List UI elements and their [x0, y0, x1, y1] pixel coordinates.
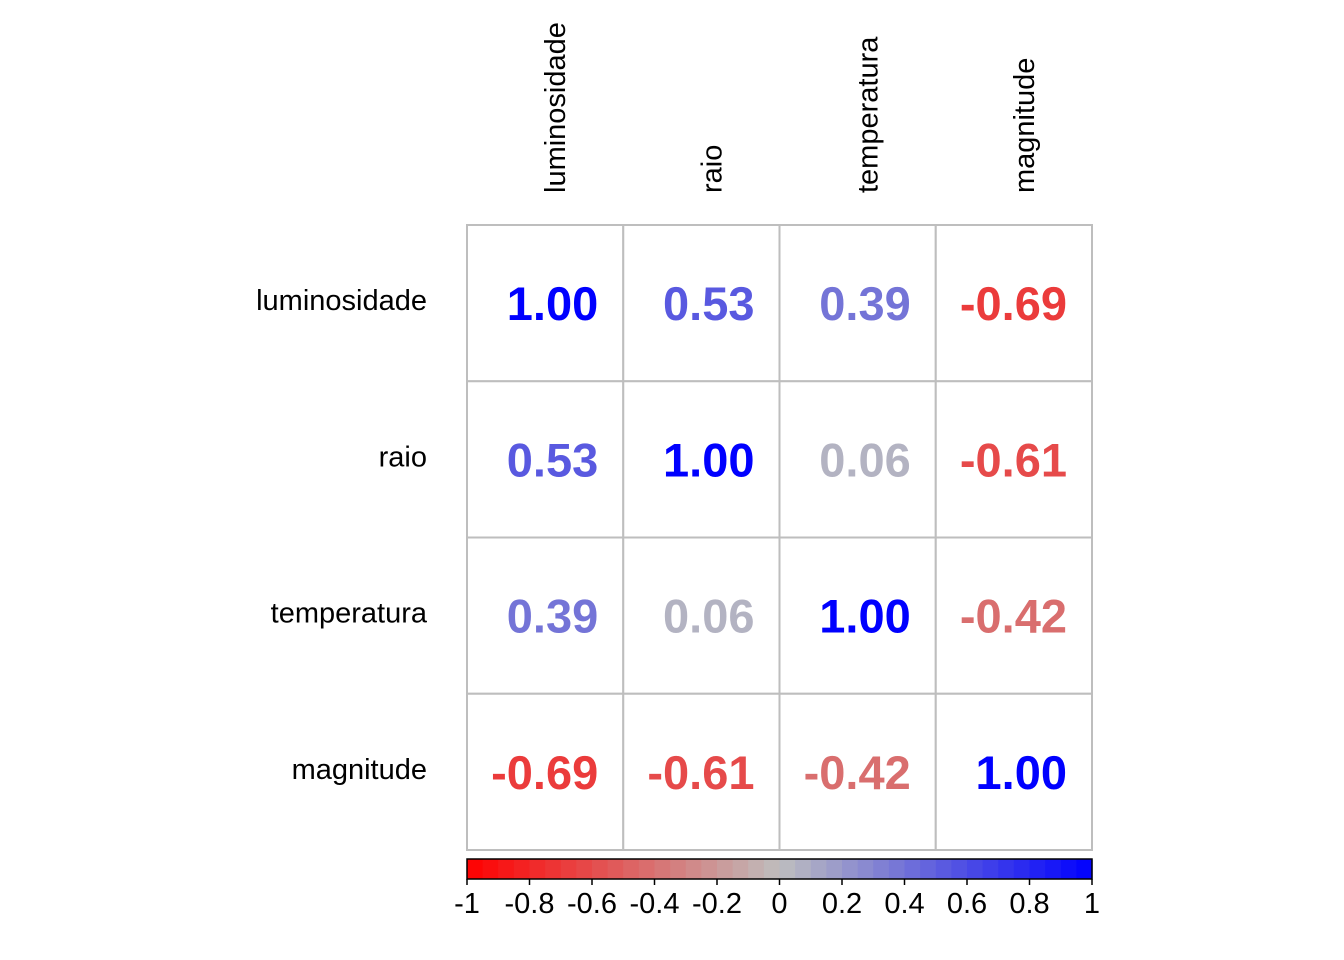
- colorbar-tick-label: -0.6: [567, 888, 617, 920]
- colorbar-tick-label: -1: [454, 888, 480, 920]
- grid-cell: [934, 224, 1093, 383]
- grid-cell: [622, 380, 781, 539]
- column-labels: luminosidade raio temperatura magnitude: [540, 22, 1041, 193]
- colorbar-tick-labels: -1 -0.8 -0.6 -0.4 -0.2 0 0.2 0.4 0.6 0.8 1: [454, 879, 1100, 920]
- cell-value: 1.00: [819, 590, 910, 643]
- colorbar-tick-label: 0.8: [1009, 888, 1049, 920]
- colorbar-segment: [795, 859, 812, 879]
- row-label: luminosidade: [256, 285, 427, 317]
- correlation-grid: [466, 224, 1093, 851]
- colorbar-segment: [529, 859, 546, 879]
- colorbar-segment: [498, 859, 515, 879]
- colorbar-segment: [857, 859, 874, 879]
- colorbar-segment: [888, 859, 906, 879]
- grid-cell: [466, 692, 625, 851]
- colorbar-segment: [654, 859, 671, 879]
- grid-cell: [622, 536, 781, 695]
- colorbar-tick-label: 0: [771, 888, 787, 920]
- colorbar-segment: [763, 859, 781, 879]
- grid-cell: [934, 692, 1093, 851]
- grid-cell: [622, 224, 781, 383]
- row-label: temperatura: [271, 598, 428, 630]
- grid-cell: [778, 692, 937, 851]
- colorbar-segment: [998, 859, 1015, 879]
- cell-value: -0.42: [804, 746, 911, 799]
- colorbar-segment: [967, 859, 984, 879]
- column-label: magnitude: [1009, 58, 1041, 193]
- colorbar-segment: [607, 859, 624, 879]
- colorbar-segment: [826, 859, 843, 879]
- grid-cell: [466, 536, 625, 695]
- colorbar-segment: [576, 859, 593, 879]
- colorbar-tick-label: 0.4: [884, 888, 924, 920]
- grid-cell: [934, 380, 1093, 539]
- colorbar-segment: [1060, 859, 1077, 879]
- colorbar-segment: [920, 859, 937, 879]
- colorbar-segment: [467, 859, 484, 879]
- row-labels: luminosidade raio temperatura magnitude: [256, 285, 428, 786]
- cell-value: -0.42: [960, 590, 1067, 643]
- column-label: raio: [696, 145, 728, 193]
- colorbar-segment: [513, 859, 531, 879]
- cell-value: 0.53: [507, 433, 598, 486]
- grid-cell: [934, 536, 1093, 695]
- colorbar-segment: [842, 859, 859, 879]
- cell-value: 0.39: [507, 590, 598, 643]
- colorbar-segment: [638, 859, 656, 879]
- cell-value: 0.06: [819, 433, 910, 486]
- colorbar-tick-label: 0.6: [947, 888, 987, 920]
- colorbar-segment: [1029, 859, 1046, 879]
- colorbar-segment: [592, 859, 609, 879]
- grid-cell: [622, 692, 781, 851]
- cell-value: 1.00: [507, 277, 598, 330]
- colorbar-segment: [685, 859, 702, 879]
- colorbar-segment: [560, 859, 577, 879]
- colorbar-segment: [873, 859, 890, 879]
- colorbar-tick-label: -0.8: [505, 888, 555, 920]
- colorbar-tick-label: -0.2: [692, 888, 742, 920]
- colorbar-segment: [732, 859, 749, 879]
- colorbar-segment: [810, 859, 827, 879]
- row-label: raio: [379, 441, 427, 473]
- colorbar-segment: [482, 859, 499, 879]
- colorbar-tick-label: -0.4: [630, 888, 680, 920]
- colorbar-segment: [951, 859, 968, 879]
- cell-value: -0.69: [491, 746, 598, 799]
- cell-values: 1.00 0.53 0.39 -0.69 0.53 1.00 0.06 -0.61 0.39 0.…: [491, 277, 1067, 799]
- colorbar-segment: [545, 859, 562, 879]
- cell-value: -0.61: [647, 746, 754, 799]
- colorbar-segment: [982, 859, 999, 879]
- colorbar: [466, 858, 1093, 880]
- colorbar-segment: [623, 859, 640, 879]
- cell-value: 1.00: [976, 746, 1067, 799]
- column-label: luminosidade: [540, 22, 572, 193]
- cell-value: -0.61: [960, 433, 1067, 486]
- colorbar-segment: [748, 859, 765, 879]
- cell-value: -0.69: [960, 277, 1067, 330]
- row-label: magnitude: [292, 754, 427, 786]
- colorbar-segment: [935, 859, 952, 879]
- colorbar-tick-label: 1: [1084, 888, 1100, 920]
- colorbar-segment: [904, 859, 921, 879]
- cell-value: 0.39: [819, 277, 910, 330]
- colorbar-segment: [1045, 859, 1062, 879]
- colorbar-tick-label: 0.2: [822, 888, 862, 920]
- colorbar-segment: [779, 859, 796, 879]
- colorbar-segment: [1076, 859, 1093, 879]
- colorbar-segment: [717, 859, 734, 879]
- cell-value: 0.53: [663, 277, 754, 330]
- colorbar-segment: [701, 859, 718, 879]
- cell-value: 0.06: [663, 590, 754, 643]
- grid-cell: [778, 536, 937, 695]
- colorbar-segment: [1013, 859, 1031, 879]
- cell-value: 1.00: [663, 433, 754, 486]
- grid-cell: [778, 380, 937, 539]
- column-label: temperatura: [853, 36, 885, 193]
- colorbar-segment: [670, 859, 687, 879]
